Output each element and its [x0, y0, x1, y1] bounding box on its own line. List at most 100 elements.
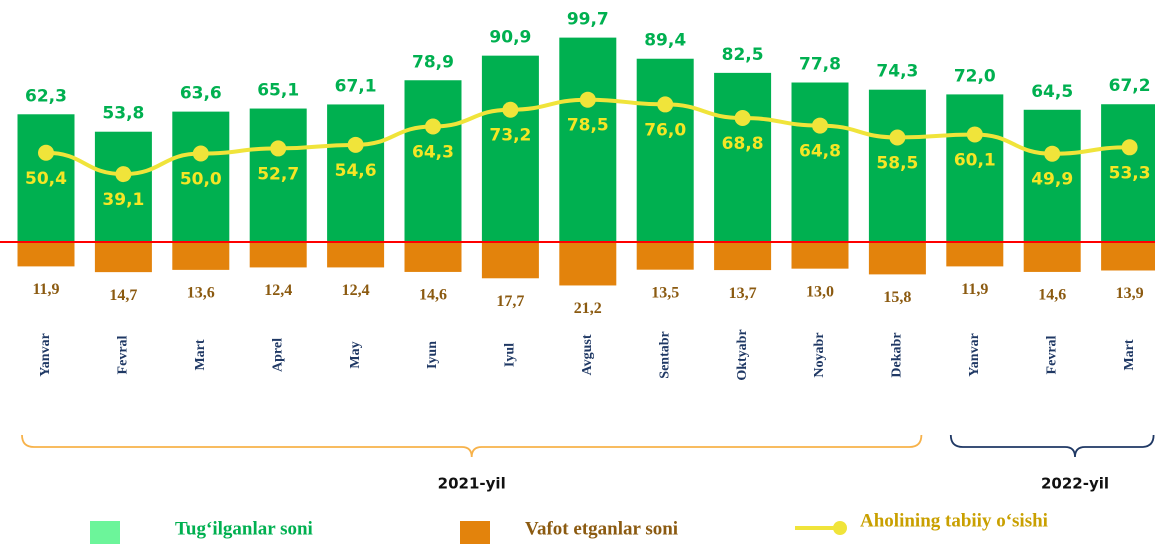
value-label: 78,5 [567, 116, 609, 136]
bar [94, 131, 152, 242]
value-label: 17,7 [496, 293, 524, 310]
value-label: 64,3 [412, 143, 454, 163]
bar [791, 82, 849, 242]
line-point [812, 117, 828, 134]
value-label: 54,6 [335, 161, 377, 181]
bar [172, 111, 230, 243]
value-label: 64,5 [1031, 82, 1073, 102]
line-point [115, 166, 132, 183]
value-label: 77,8 [799, 55, 841, 75]
value-label: 64,8 [799, 142, 841, 162]
value-label: 65,1 [257, 81, 299, 101]
bar [172, 242, 230, 270]
bar [1023, 109, 1081, 243]
bar [481, 55, 539, 242]
value-label: 68,8 [722, 134, 764, 154]
value-label: 78,9 [412, 52, 454, 72]
line-point [38, 144, 54, 161]
bar [714, 72, 772, 242]
bar [636, 58, 694, 243]
value-label: 39,1 [102, 190, 144, 210]
value-label: 67,1 [335, 76, 377, 96]
bar [17, 242, 75, 267]
line-point [966, 126, 983, 143]
x-tick-label: Avgust [580, 334, 595, 375]
bar [636, 242, 694, 270]
bar [791, 242, 849, 269]
line-point [1121, 139, 1138, 156]
x-tick-label: May [348, 341, 363, 368]
legend-label: Vafot etganlar soni [525, 518, 678, 539]
x-tick-label: Noyabr [812, 332, 827, 377]
x-tick-label: Oktyabr [735, 329, 750, 380]
value-label: 13,6 [187, 285, 215, 302]
value-label: 13,9 [1116, 285, 1144, 302]
value-label: 58,5 [876, 153, 918, 173]
x-tick-label: Aprel [270, 338, 285, 372]
value-label: 21,2 [574, 300, 602, 317]
bar [868, 89, 926, 242]
bar [946, 94, 1004, 243]
value-label: 53,8 [102, 104, 144, 124]
x-tick-label: Dekabr [890, 332, 905, 377]
value-label: 52,7 [257, 164, 299, 184]
bar [327, 104, 385, 242]
line-point [1044, 145, 1061, 162]
line-point [502, 101, 519, 118]
x-tick-label: Yanvar [38, 333, 53, 377]
value-label: 11,9 [32, 281, 59, 298]
value-label: 62,3 [25, 86, 67, 106]
line-point [270, 140, 287, 157]
value-label: 60,1 [954, 150, 996, 170]
value-label: 53,3 [1109, 163, 1151, 183]
value-label: 14,7 [109, 287, 137, 304]
group-bracket [949, 434, 1155, 458]
value-label: 63,6 [180, 84, 222, 104]
line-point [347, 136, 364, 153]
line-point [425, 118, 441, 135]
bar [714, 242, 772, 271]
group-label: 2022-yil [1041, 475, 1109, 493]
value-label: 13,0 [806, 283, 834, 300]
value-label: 12,4 [342, 282, 370, 299]
value-label: 13,5 [651, 284, 679, 301]
x-tick-label: Sentabr [657, 331, 672, 378]
value-label: 74,3 [876, 62, 918, 82]
x-tick-label: Iyun [425, 341, 440, 369]
bar [868, 242, 926, 275]
bar [1101, 104, 1155, 243]
bar [17, 114, 75, 242]
line-point [192, 145, 209, 162]
value-label: 12,4 [264, 282, 292, 299]
bar [404, 80, 462, 242]
line-point [734, 110, 751, 127]
bar [1101, 242, 1155, 271]
x-tick-label: Iyul [503, 343, 518, 367]
legend-swatch [90, 521, 120, 544]
bar [249, 108, 307, 242]
bar [249, 242, 307, 268]
bar [1023, 242, 1081, 272]
value-label: 82,5 [722, 45, 764, 65]
bar [327, 242, 385, 268]
value-label: 72,0 [954, 66, 996, 86]
value-label: 15,8 [883, 289, 911, 306]
value-label: 67,2 [1109, 76, 1151, 96]
bar [946, 242, 1004, 267]
value-label: 14,6 [419, 287, 447, 304]
bar [94, 242, 152, 273]
bar [559, 242, 617, 286]
legend-swatch [833, 521, 847, 535]
line-point [579, 91, 596, 108]
legend-swatch [460, 521, 490, 544]
value-label: 50,4 [25, 169, 67, 189]
x-tick-label: Fevral [116, 335, 131, 374]
value-label: 49,9 [1031, 170, 1073, 190]
value-label: 50,0 [180, 170, 222, 190]
line-point [889, 129, 906, 146]
x-tick-label: Mart [1122, 339, 1137, 370]
value-label: 13,7 [729, 285, 757, 302]
bar [404, 242, 462, 272]
bar [481, 242, 539, 279]
